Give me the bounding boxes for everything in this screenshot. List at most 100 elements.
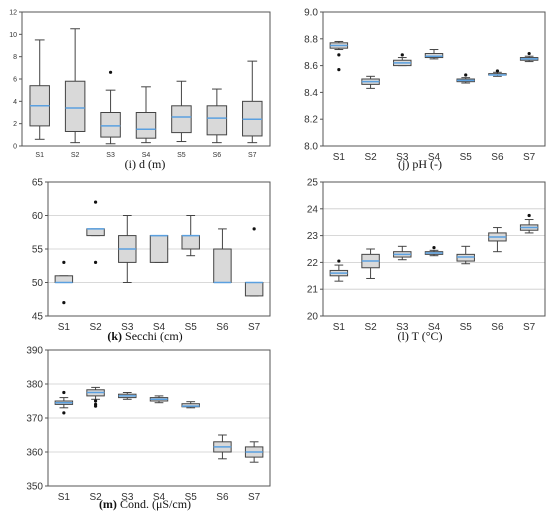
box-j-outlier [527, 51, 531, 56]
chart-m-caption-letter: (m) [98, 497, 117, 511]
chart-j-ytick-label: 9.0 [304, 8, 318, 19]
chart-j-ytick-label: 8.4 [304, 88, 318, 99]
chart-m-ytick-label: 380 [26, 380, 43, 391]
box-j-outlier [400, 53, 404, 57]
chart-i-plot: 0 2 4 6 8 10 12 S1 S2 S3 S4 S5 S6 S7 [9, 9, 271, 159]
chart-m-ytick-label: 390 [26, 346, 43, 357]
chart-j-xtick-label: S5 [460, 152, 473, 163]
chart-k-ytick-label: 55 [32, 245, 44, 256]
chart-panel-l: 20 21 22 23 24 25 S1 S2 S3 S4 S5 S6 S7 (l) T (°C) [275, 172, 550, 344]
chart-l-xtick-label: S3 [396, 322, 409, 333]
box-k-s1 [54, 275, 74, 284]
chart-k-xtick-label: S1 [58, 322, 71, 333]
box-m-outlier [93, 399, 98, 403]
chart-l-ytick-label: 22 [307, 258, 319, 269]
chart-m-xtick-label: S7 [248, 492, 261, 503]
chart-j-ytick-label: 8.2 [304, 115, 318, 126]
chart-m-xtick-label: S1 [58, 492, 71, 503]
chart-panel-m: 350 360 370 380 390 S1 S2 S3 S4 S5 S6 S7 (m) Cond. … [0, 344, 275, 514]
chart-m-xtick-label: S3 [121, 492, 134, 503]
chart-panel-k: 45 50 55 60 65 S1 S2 S3 S4 S5 S6 S7 (k) Secchi (cm) [0, 172, 275, 344]
box-j-outlier [337, 53, 341, 57]
chart-k-xtick-label: S2 [89, 322, 102, 333]
box-k-s2 [86, 228, 105, 237]
chart-l-caption-text: T (°C) [408, 329, 443, 343]
box-m-outlier [62, 390, 66, 395]
chart-i-xtick-label: S4 [142, 152, 151, 159]
chart-l-xtick-label: S6 [491, 322, 504, 333]
box-k-s4 [149, 235, 169, 263]
chart-j-ytick-label: 8.8 [304, 34, 318, 45]
chart-m-xtick-label: S6 [216, 492, 229, 503]
chart-i-ytick-label: 8 [13, 54, 17, 61]
box-k-s7 [244, 282, 264, 297]
chart-i-caption-letter: (i) [124, 157, 136, 171]
box-k-outlier [62, 301, 66, 305]
chart-l-xtick-label: S1 [333, 322, 346, 333]
chart-j-xtick-label: S7 [523, 152, 536, 163]
chart-j-xtick-label: S6 [491, 152, 504, 163]
chart-l-xtick-label: S5 [460, 322, 473, 333]
chart-l-caption-letter: (l) [397, 329, 409, 343]
chart-i-xtick-label: S7 [248, 152, 257, 159]
box-i-outlier [108, 70, 113, 74]
chart-m-ytick-label: 350 [26, 482, 43, 493]
chart-j-frame [322, 11, 546, 147]
chart-i-ytick-label: 4 [13, 99, 17, 106]
chart-k-xtick-label: S5 [185, 322, 198, 333]
chart-j-caption-text: pH (-) [409, 157, 442, 171]
chart-j-ytick-label: 8.0 [304, 142, 318, 153]
chart-k-caption-letter: (k) [107, 329, 123, 343]
chart-l-ytick-label: 20 [307, 312, 319, 323]
chart-k-plot: 45 50 55 60 65 S1 S2 S3 S4 S5 S6 S7 [32, 178, 271, 333]
chart-l-xtick-label: S7 [523, 322, 536, 333]
chart-i-ytick-label: 2 [13, 121, 17, 128]
box-k-outlier [93, 260, 98, 264]
chart-l-xtick-label: S4 [428, 322, 441, 333]
box-k-s5 [181, 235, 200, 250]
chart-k-caption-text: Secchi (cm) [122, 329, 183, 343]
box-m-outlier [93, 404, 98, 408]
chart-j-xtick-label: S2 [364, 152, 377, 163]
box-i-s4 [135, 112, 157, 139]
chart-k-ytick-label: 65 [32, 178, 44, 189]
chart-l-ytick-label: 24 [307, 204, 319, 215]
box-k-outlier [62, 260, 66, 264]
chart-l-ytick-label: 21 [307, 285, 319, 296]
chart-j-xtick-label: S3 [396, 152, 409, 163]
chart-i-ytick-label: 6 [13, 76, 17, 83]
box-i-s2 [64, 80, 86, 132]
chart-i-ytick-label: 0 [13, 143, 17, 150]
box-j-outlier [337, 68, 341, 72]
chart-m-xtick-label: S4 [153, 492, 166, 503]
chart-i-xtick-label: S6 [213, 152, 222, 159]
chart-k-xtick-label: S6 [216, 322, 229, 333]
chart-j-caption-letter: (j) [398, 157, 410, 171]
chart-k-ytick-label: 60 [32, 211, 44, 222]
chart-m-ytick-label: 370 [26, 414, 43, 425]
box-j-outlier [464, 73, 468, 77]
box-j-outlier [495, 69, 500, 73]
chart-i-xtick-label: S1 [35, 152, 44, 159]
chart-panel-j: 8.0 8.2 8.4 8.6 8.8 9.0 S1 S2 S3 S4 S5 S6 S7 (j) pH … [275, 0, 550, 172]
chart-m-ytick-label: 360 [26, 448, 43, 459]
box-k-outlier [93, 200, 98, 204]
chart-i-xtick-label: S2 [71, 152, 80, 159]
box-l-outlier [432, 246, 436, 250]
box-i-s6 [206, 105, 228, 136]
box-i-s5 [171, 105, 192, 134]
box-l-outlier [527, 213, 531, 218]
chart-i-ytick-label: 12 [9, 9, 17, 16]
chart-m-plot: 350 360 370 380 390 S1 S2 S3 S4 S5 S6 S7 [26, 346, 271, 503]
chart-i-ytick-label: 10 [9, 32, 17, 39]
chart-k-ytick-label: 45 [32, 312, 44, 323]
chart-m-caption-text: Cond. (μS/cm) [116, 497, 192, 511]
chart-panel-i: 0 2 4 6 8 10 12 S1 S2 S3 S4 S5 S6 S7 (i) d (m) [0, 0, 275, 172]
chart-m-xtick-label: S2 [89, 492, 102, 503]
chart-i-xtick-label: S3 [106, 152, 115, 159]
chart-i-caption-text: d (m) [136, 157, 166, 171]
box-k-s6 [213, 248, 232, 283]
chart-j-plot: 8.0 8.2 8.4 8.6 8.8 9.0 S1 S2 S3 S4 S5 S6 S7 [304, 8, 546, 163]
chart-k-xtick-label: S7 [248, 322, 261, 333]
